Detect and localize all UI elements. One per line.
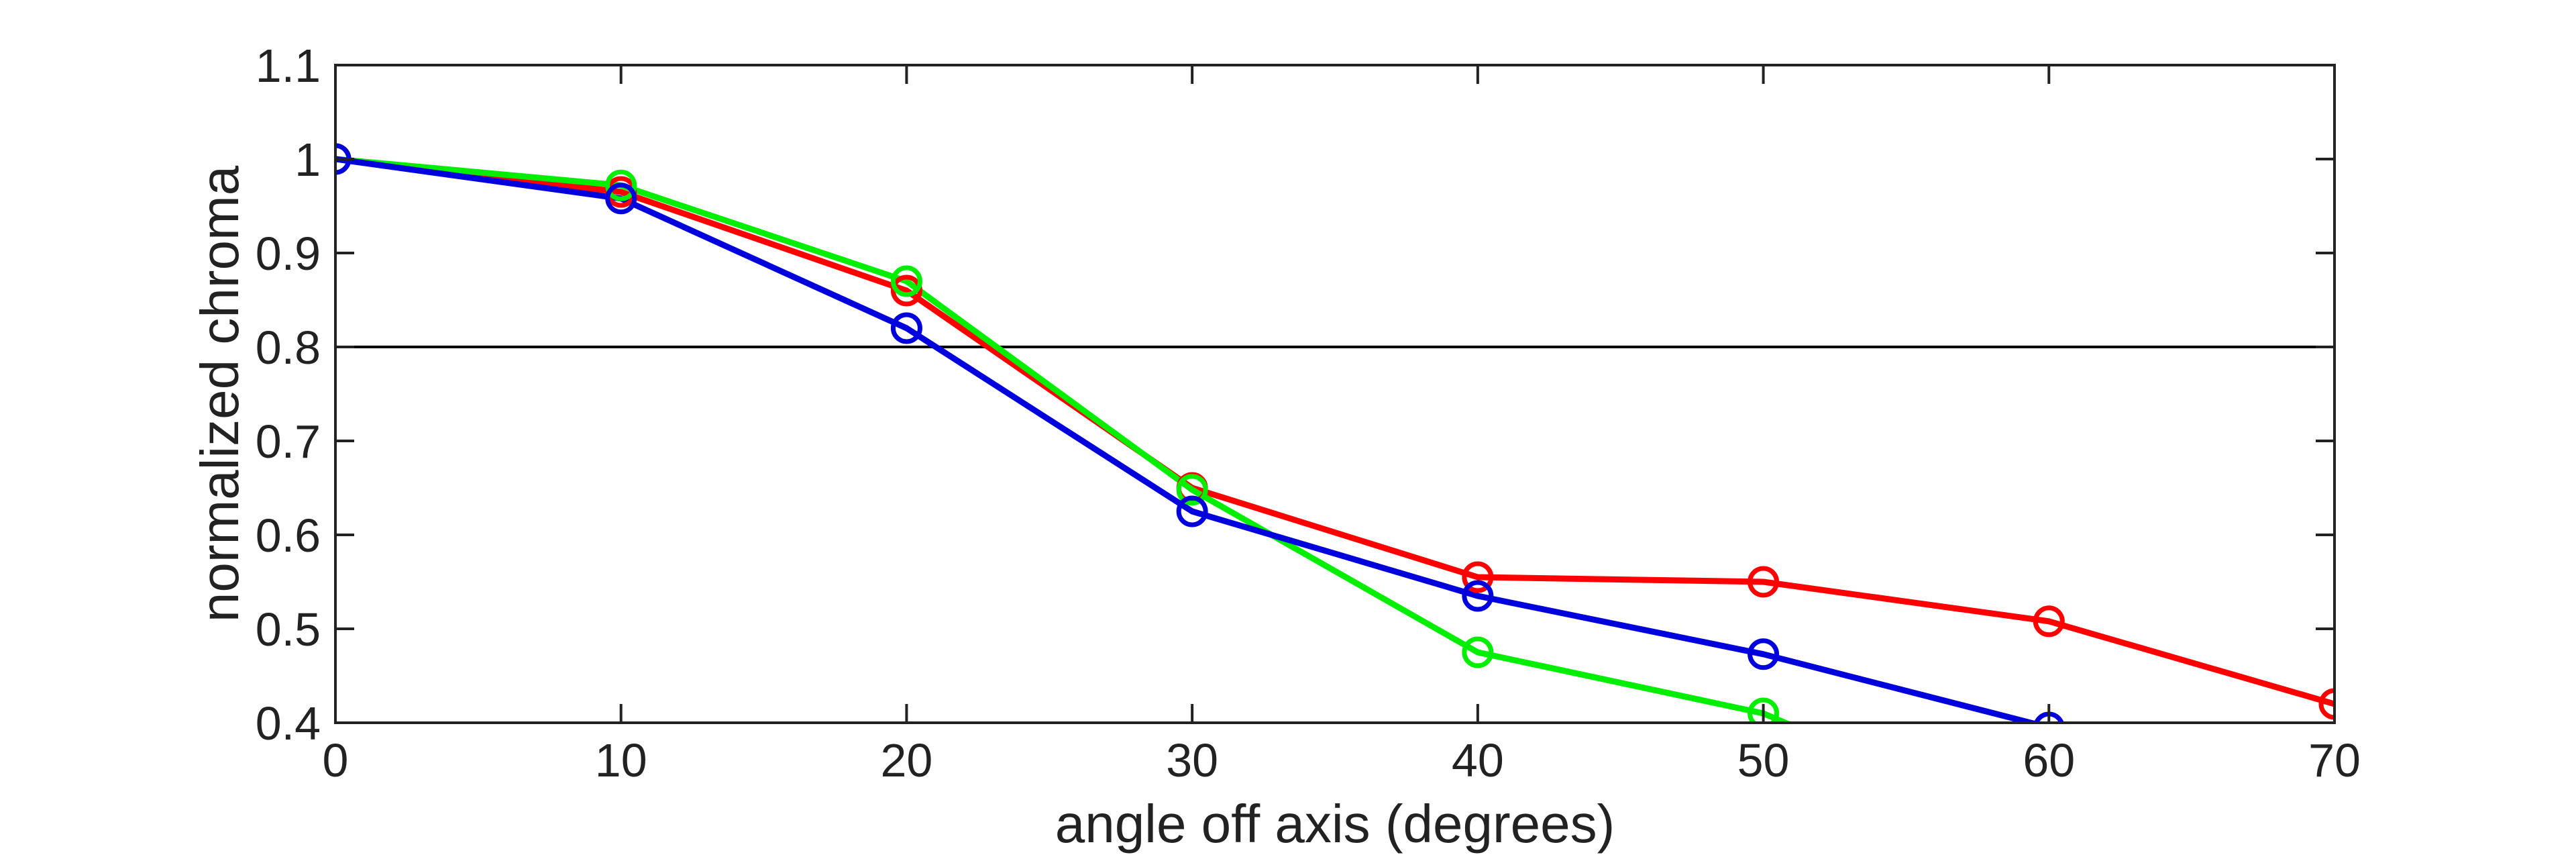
series-1-point-5 — [1748, 697, 1780, 723]
series-0-point-6 — [2033, 605, 2065, 638]
y-tick-label-6: 1 — [294, 134, 321, 186]
y-tick-label-3: 0.7 — [256, 415, 321, 468]
x-tick-label-2: 20 — [880, 734, 932, 787]
series-2-point-5 — [1748, 638, 1780, 670]
y-tick-label-4: 0.8 — [256, 321, 321, 374]
y-tick-label-1: 0.5 — [256, 603, 321, 656]
y-tick-label-7: 1.1 — [256, 40, 321, 92]
axes-box — [334, 64, 2336, 724]
series-2-point-2 — [890, 312, 922, 344]
series-2-point-4 — [1462, 580, 1494, 612]
series-line-0 — [335, 156, 2334, 707]
x-tick-label-4: 40 — [1452, 734, 1504, 787]
x-tick-label-6: 60 — [2023, 734, 2075, 787]
series-0-point-5 — [1748, 566, 1780, 598]
series-2-point-1 — [605, 183, 637, 215]
series-1-point-6 — [2035, 822, 2062, 849]
series-0-point-2 — [890, 274, 922, 307]
series-0-point-4 — [1462, 561, 1494, 593]
y-tick-label-2: 0.6 — [256, 509, 321, 562]
x-axis-label: angle off axis (degrees) — [1055, 794, 1615, 854]
series-2-point-3 — [1176, 495, 1208, 527]
series-0-point-7 — [2318, 688, 2334, 720]
series-1-point-3 — [1176, 474, 1208, 506]
y-tick-label-0: 0.4 — [256, 697, 321, 750]
x-tick-label-1: 10 — [595, 734, 647, 787]
x-tick-label-5: 50 — [1737, 734, 1790, 787]
y-tick-label-5: 0.9 — [256, 228, 321, 280]
x-tick-label-3: 30 — [1166, 734, 1218, 787]
series-1-point-2 — [890, 265, 922, 297]
y-axis-label: normalized chroma — [190, 165, 250, 622]
x-tick-label-0: 0 — [323, 734, 349, 787]
series-1-point-1 — [605, 169, 637, 201]
x-tick-label-7: 70 — [2308, 734, 2361, 787]
series-1-point-4 — [1462, 636, 1494, 668]
